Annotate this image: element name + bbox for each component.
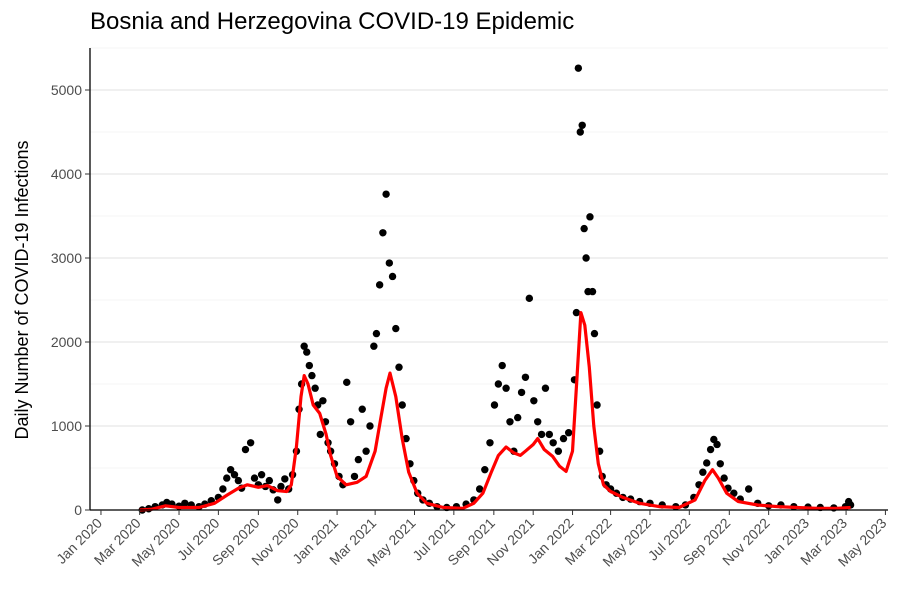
- data-point: [699, 468, 707, 476]
- data-point: [370, 342, 378, 350]
- data-point: [494, 380, 503, 388]
- data-point: [343, 378, 351, 387]
- data-point: [241, 445, 250, 454]
- data-point: [530, 397, 538, 405]
- chart-title: Bosnia and Herzegovina COVID-19 Epidemic: [90, 8, 575, 35]
- data-point: [388, 272, 397, 281]
- data-point: [541, 384, 550, 392]
- data-point: [545, 430, 554, 439]
- data-point: [517, 388, 526, 397]
- data-point: [576, 128, 584, 136]
- data-point: [525, 294, 534, 303]
- data-point: [379, 229, 387, 237]
- data-point: [578, 121, 586, 129]
- y-tick-label: 0: [74, 502, 82, 518]
- data-point: [498, 361, 506, 370]
- data-point: [590, 329, 599, 338]
- data-point: [392, 324, 400, 333]
- data-point: [574, 64, 583, 72]
- data-point: [744, 485, 753, 493]
- data-point: [398, 401, 406, 409]
- moving-average-line: [139, 311, 851, 512]
- grid-lines: [90, 47, 888, 511]
- data-point: [358, 405, 366, 413]
- data-point: [305, 361, 314, 370]
- y-tick-label: 1000: [51, 418, 82, 434]
- data-point: [316, 430, 325, 439]
- data-point: [385, 259, 394, 267]
- data-point: [375, 281, 384, 289]
- data-point: [300, 342, 308, 350]
- y-axis-title: Daily Number of COVID-19 Infections: [12, 140, 32, 439]
- data-point: [720, 474, 728, 482]
- data-point: [586, 213, 594, 221]
- y-tick-label: 3000: [51, 250, 82, 266]
- data-point: [372, 329, 381, 338]
- data-point: [402, 434, 410, 443]
- data-point: [223, 474, 231, 482]
- data-point: [713, 440, 721, 449]
- data-point: [354, 455, 363, 464]
- data-point: [308, 371, 316, 380]
- y-tick-label: 5000: [51, 82, 82, 98]
- data-point: [346, 418, 355, 426]
- y-axis-ticks: 0 1000 2000 3000 4000 5000: [51, 82, 90, 518]
- data-point: [514, 413, 522, 422]
- data-point: [486, 439, 494, 447]
- data-point: [265, 476, 274, 485]
- trend-line: [139, 311, 851, 512]
- axes: [89, 48, 888, 511]
- data-point: [582, 254, 590, 262]
- data-point: [521, 373, 530, 381]
- data-point: [226, 465, 235, 474]
- data-point: [475, 485, 484, 493]
- data-point: [580, 224, 588, 233]
- data-point: [250, 474, 259, 482]
- data-point: [246, 439, 255, 447]
- data-point: [703, 459, 711, 467]
- data-point: [490, 401, 499, 409]
- data-point: [281, 475, 289, 483]
- y-tick-label: 4000: [51, 166, 82, 182]
- data-point: [572, 308, 581, 317]
- data-point: [274, 496, 282, 504]
- data-point: [257, 471, 266, 479]
- data-point: [502, 384, 510, 392]
- data-point: [559, 434, 568, 443]
- y-tick-label: 2000: [51, 334, 82, 350]
- data-point: [554, 447, 563, 455]
- data-point: [537, 430, 546, 439]
- data-point: [506, 418, 514, 426]
- data-point: [362, 447, 370, 455]
- data-point: [395, 363, 403, 371]
- data-point: [219, 485, 227, 493]
- data-point: [234, 476, 243, 485]
- data-point: [319, 397, 327, 405]
- data-point: [481, 465, 489, 474]
- data-point: [230, 471, 239, 479]
- data-point: [350, 472, 359, 481]
- data-point: [588, 287, 597, 296]
- data-point: [303, 348, 311, 356]
- data-point: [706, 445, 715, 454]
- data-point: [311, 384, 319, 392]
- data-point: [277, 482, 285, 491]
- data-point: [382, 190, 390, 198]
- data-point: [564, 429, 573, 437]
- data-point: [534, 418, 542, 426]
- data-point: [549, 439, 557, 447]
- data-point: [366, 422, 374, 430]
- data-point: [593, 401, 601, 409]
- data-point: [181, 499, 189, 507]
- data-point: [716, 460, 724, 468]
